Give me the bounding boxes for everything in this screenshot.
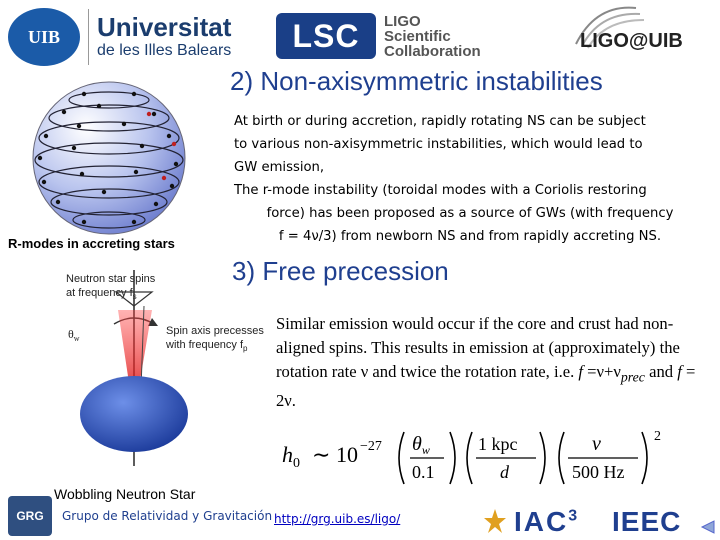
- formula-exp: −27: [360, 439, 382, 454]
- fig-label-spin: Neutron star spins: [66, 273, 156, 285]
- logo-divider: [88, 9, 89, 65]
- slide-nav-icon[interactable]: [700, 520, 716, 534]
- ligo-link[interactable]: http://grg.uib.es/ligo/: [274, 512, 401, 526]
- fig-label-theta: θ: [68, 327, 74, 341]
- ieec-logo: IEEC: [612, 506, 682, 537]
- ligo-uib-logo: LIGO@UIB: [556, 4, 716, 66]
- f-symbol: f: [578, 362, 584, 381]
- fig-label-axis-sub: p: [243, 344, 248, 353]
- svg-text:Neutron star spins: Neutron star spins: [66, 273, 156, 285]
- uib-subtitle: de les Illes Balears: [97, 42, 232, 59]
- and-text: and: [644, 362, 678, 381]
- svg-text:1 kpc: 1 kpc: [478, 434, 518, 454]
- formula-nu: ν: [592, 433, 601, 455]
- precession-figure: Neutron star spins at frequency fs θw Sp…: [66, 270, 264, 466]
- formula-d: d: [500, 462, 510, 482]
- lsc-line3: Collaboration: [384, 42, 481, 60]
- iac-text: IAC3: [514, 506, 579, 538]
- svg-text:∼: ∼: [312, 442, 330, 467]
- iac-number: 3: [568, 507, 580, 525]
- uib-emblem-text: UIB: [27, 26, 60, 47]
- paragraph-line: GW emission,: [234, 160, 325, 175]
- iac-star-icon: [484, 509, 506, 533]
- grg-badge: GRG: [8, 496, 52, 536]
- fig-label-axis2: with frequency f: [165, 339, 244, 351]
- f-symbol-2: f: [677, 362, 682, 381]
- svg-text:ν: ν: [592, 433, 601, 455]
- precession-text: Similar emission would occur if the core…: [276, 314, 680, 381]
- formula-h: h: [282, 442, 293, 467]
- paragraph-line: At birth or during accretion, rapidly ro…: [234, 114, 646, 129]
- svg-text:2: 2: [654, 429, 661, 444]
- instabilities-paragraph: At birth or during accretion, rapidly ro…: [234, 110, 706, 248]
- paragraph-line: to various non-axisymmetric instabilitie…: [234, 137, 643, 152]
- section-title-precession: 3) Free precession: [232, 256, 449, 286]
- formula-base: 10: [336, 442, 358, 467]
- svg-text:0.1: 0.1: [412, 462, 435, 482]
- uib-logo: UIB Universitat de les Illes Balears: [8, 6, 248, 68]
- lsc-text: LIGO Scientific Collaboration: [384, 14, 481, 59]
- uib-text: Universitat de les Illes Balears: [97, 13, 231, 61]
- rmodes-caption: R-modes in accreting stars: [8, 236, 175, 251]
- svg-text:−27: −27: [360, 439, 382, 454]
- formula-theta: θ: [412, 433, 422, 455]
- formula-theta-sub: w: [422, 443, 430, 457]
- grg-footer: GRG Grupo de Relatividad y Gravitación: [8, 496, 272, 536]
- section-title-instabilities: 2) Non-axisymmetric instabilities: [230, 66, 603, 96]
- rmode-sphere-figure: [32, 81, 186, 235]
- lsc-line2: Scientific: [384, 27, 451, 45]
- svg-text:Spin axis precesses: Spin axis precesses: [166, 325, 264, 337]
- equation-1: =ν+ν: [583, 362, 621, 381]
- paragraph-line: force) has been proposed as a source of …: [266, 206, 674, 221]
- strain-formula: h0 ∼ 10 −27 θw 0.1 1 kpc d ν 500 Hz 2: [282, 429, 661, 485]
- formula-kpc: 1 kpc: [478, 434, 518, 454]
- formula-sim: ∼: [312, 442, 330, 467]
- svg-text:500 Hz: 500 Hz: [572, 462, 625, 482]
- uib-emblem-icon: UIB: [8, 8, 80, 66]
- uib-name: Universitat: [97, 12, 232, 42]
- equation-1-sub: prec: [620, 369, 645, 385]
- lsc-logo: LSC LIGO Scientific Collaboration: [276, 10, 516, 62]
- svg-text:θw: θw: [412, 433, 430, 457]
- fig-label-theta-sub: w: [74, 334, 80, 343]
- svg-text:d: d: [500, 462, 510, 482]
- formula-theta-den: 0.1: [412, 462, 435, 482]
- paragraph-line: The r-mode instability (toroidal modes w…: [234, 183, 647, 198]
- precession-paragraph: Similar emission would occur if the core…: [276, 312, 696, 413]
- formula-hz: 500 Hz: [572, 462, 625, 482]
- iac-letters: IAC: [514, 506, 569, 537]
- svg-text:at frequency fs: at frequency fs: [66, 287, 137, 301]
- paragraph-line: f = 4ν/3) from newborn NS and from rapid…: [278, 229, 662, 244]
- grg-name: Grupo de Relatividad y Gravitación: [62, 509, 273, 523]
- svg-text:h0: h0: [282, 442, 300, 471]
- wobble-caption: Wobbling Neutron Star: [54, 486, 196, 502]
- equation-2: = 2ν.: [276, 362, 696, 411]
- lsc-line1: LIGO: [384, 12, 421, 30]
- svg-text:θw: θw: [68, 327, 80, 343]
- ligo-arcs-icon: [575, 6, 645, 49]
- fig-label-spin2: at frequency f: [66, 287, 134, 299]
- ligo-uib-text: LIGO@UIB: [580, 30, 683, 52]
- formula-h-sub: 0: [293, 456, 300, 471]
- lsc-box: LSC: [276, 13, 376, 59]
- svg-text:with frequency fp: with frequency fp: [165, 339, 248, 353]
- fig-label-axis: Spin axis precesses: [166, 325, 264, 337]
- iac-logo: IAC3: [484, 506, 594, 538]
- svg-text:10: 10: [336, 442, 358, 467]
- formula-square: 2: [654, 429, 661, 444]
